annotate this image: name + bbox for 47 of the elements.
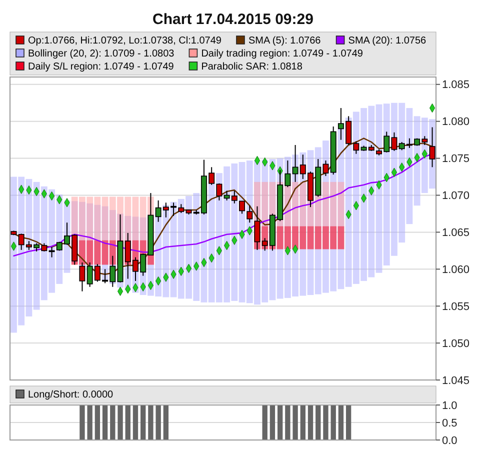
chart-title: Chart 17.04.2015 09:29 (152, 11, 314, 28)
legend-label: SMA (5): 1.0766 (248, 36, 322, 46)
bar (338, 226, 344, 250)
bar (10, 176, 17, 333)
candlestick (216, 182, 222, 201)
bar (368, 106, 375, 278)
y-tick-label: 1.050 (442, 338, 470, 350)
bar (322, 226, 329, 250)
candlestick (48, 246, 55, 258)
bar (224, 166, 230, 302)
y-tick-label: 1.045 (442, 374, 470, 387)
legend-label: Long/Short: 0.0000 (28, 390, 114, 400)
bar (186, 196, 192, 299)
candlestick (246, 205, 253, 224)
y-tick-label: 1.065 (442, 227, 470, 240)
y-tick-label: 1.070 (442, 190, 470, 202)
bar (406, 108, 413, 224)
y-tick-label: 1.060 (442, 264, 470, 276)
bar (33, 182, 40, 310)
bar (307, 226, 314, 250)
y-tick-label: 0.5 (442, 417, 458, 430)
bar (300, 226, 306, 250)
bar (330, 226, 337, 250)
y-tick-label: 0.0 (442, 434, 458, 447)
legend-label: Op:1.0766, Hi:1.0792, Lo:1.0738, Cl:1.0749 (28, 36, 222, 46)
bar (193, 193, 200, 301)
legend-label: Daily S/L region: 1.0749 - 1.0749 (28, 62, 174, 72)
legend-label: Parabolic SAR: 1.0818 (201, 62, 303, 72)
bar (292, 226, 298, 250)
bar (48, 189, 55, 293)
bar (314, 226, 322, 250)
legend-label: SMA (20): 1.0756 (348, 36, 427, 46)
y-tick-label: 1.055 (442, 300, 470, 313)
bar (26, 178, 32, 316)
legend-label: Daily trading region: 1.0749 - 1.0749 (201, 48, 364, 60)
bar (284, 226, 291, 250)
bar (376, 104, 382, 273)
y-tick-label: 1.075 (442, 153, 470, 166)
bar (352, 112, 360, 284)
y-tick-label: 1.0 (442, 400, 458, 412)
legend-label: Bollinger (20, 2): 1.0709 - 1.0803 (28, 48, 175, 60)
bar (102, 240, 108, 265)
bar (360, 108, 367, 281)
y-tick-label: 1.085 (442, 79, 470, 92)
y-tick-label: 1.080 (442, 116, 470, 128)
bar (398, 102, 406, 243)
candlestick (239, 200, 246, 214)
